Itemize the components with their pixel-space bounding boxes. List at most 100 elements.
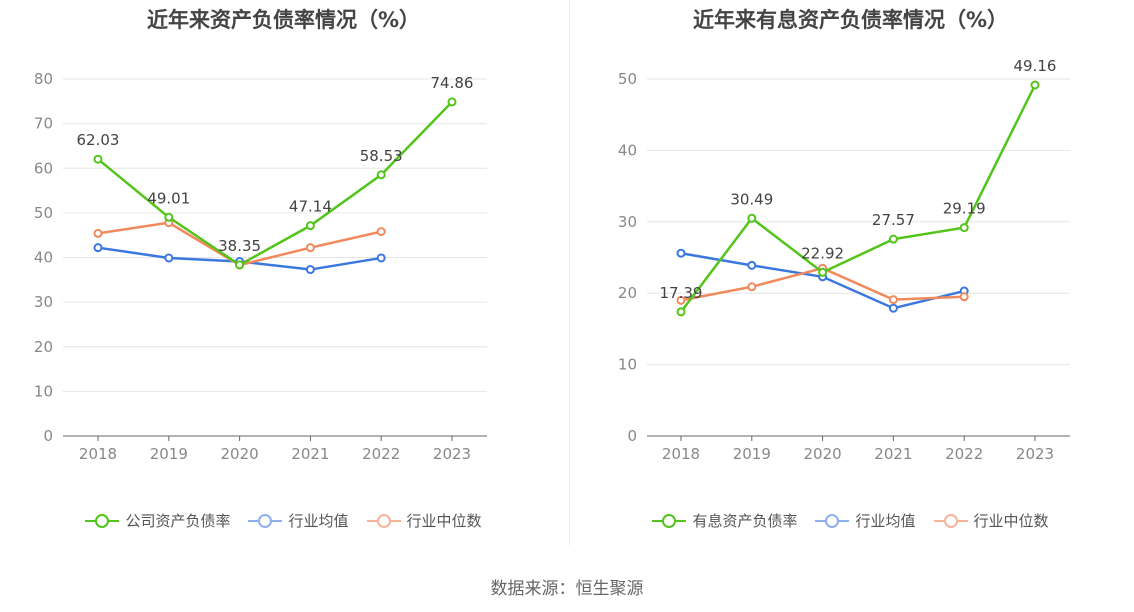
data-point — [959, 292, 969, 302]
data-label: 29.19 — [943, 200, 986, 218]
interest-debt-ratio-chart: 0 10 20 30 40 50 2018 2019 2020 2021 2022 2023 17.39… — [618, 57, 1070, 463]
data-point — [747, 213, 757, 223]
data-point — [93, 154, 103, 164]
data-point — [888, 303, 898, 313]
data-label: 22.92 — [801, 244, 844, 262]
data-label: 49.01 — [147, 189, 190, 207]
data-point — [447, 97, 457, 107]
data-point — [93, 243, 103, 253]
data-point — [888, 234, 898, 244]
x-tick-label: 2022 — [945, 445, 983, 463]
legend-item[interactable]: 有息资产负债率 — [652, 510, 797, 531]
data-point — [164, 253, 174, 263]
series-line — [97, 101, 453, 267]
data-label: 74.86 — [431, 74, 474, 92]
legend-item[interactable]: 行业均值 — [815, 510, 916, 531]
legend-marker — [943, 513, 958, 528]
y-tick-label: 60 — [34, 159, 53, 177]
data-point — [235, 260, 245, 270]
legend-item[interactable]: 公司资产负债率 — [85, 510, 230, 531]
y-tick-label: 10 — [34, 382, 53, 400]
legend-swatch — [815, 513, 850, 528]
data-point — [747, 282, 757, 292]
legend-swatch — [85, 513, 120, 528]
y-tick-label: 40 — [34, 249, 53, 267]
data-source: 数据来源：恒生聚源 — [490, 579, 644, 599]
legend-marker — [376, 513, 391, 528]
data-point — [888, 295, 898, 305]
data-label: 62.03 — [77, 131, 120, 149]
data-point — [305, 221, 315, 231]
data-point — [676, 307, 686, 317]
y-tick-label: 30 — [34, 293, 53, 311]
data-point — [305, 243, 315, 253]
y-tick-label: 80 — [34, 70, 53, 88]
x-tick-label: 2023 — [433, 445, 471, 463]
legend-label: 公司资产负债率 — [125, 512, 231, 530]
debt-ratio-chart: 0 10 20 30 40 50 60 70 80 2018 2019 2020 2021 2022 202… — [34, 70, 487, 463]
legend-label: 行业均值 — [288, 512, 349, 530]
data-point — [376, 170, 386, 180]
data-point — [376, 227, 386, 237]
data-point — [959, 223, 969, 233]
legend-item[interactable]: 行业中位数 — [366, 510, 482, 531]
interest-debt-ratio-chart-panel: 近年来有息资产负债率情况（%） 0 10 20 30 40 50 2018 2019 2020 2… — [567, 0, 1134, 550]
y-tick-label: 20 — [618, 284, 637, 302]
data-label: 49.16 — [1014, 57, 1057, 75]
legend-label: 有息资产负债率 — [692, 512, 798, 530]
legend-swatch — [933, 513, 968, 528]
y-tick-label: 70 — [34, 115, 53, 133]
data-point — [1030, 80, 1040, 90]
data-label: 30.49 — [730, 190, 773, 208]
chart-title: 近年来资产负债率情况（%） — [146, 8, 421, 32]
y-tick-label: 50 — [34, 204, 53, 222]
x-tick-label: 2021 — [874, 445, 912, 463]
data-label: 27.57 — [872, 211, 915, 229]
legend-label: 行业中位数 — [973, 512, 1049, 530]
data-point — [305, 265, 315, 275]
x-tick-label: 2021 — [291, 445, 329, 463]
chart-title: 近年来有息资产负债率情况（%） — [692, 8, 1009, 32]
debt-ratio-chart-panel: 近年来资产负债率情况（%） 0 10 20 30 40 50 60 70 80 2018 2019 2… — [0, 0, 567, 550]
data-point — [676, 248, 686, 258]
y-tick-label: 50 — [618, 70, 637, 88]
x-tick-label: 2019 — [150, 445, 188, 463]
data-point — [93, 228, 103, 238]
data-label: 38.35 — [218, 237, 261, 255]
legend-marker — [258, 513, 273, 528]
y-tick-label: 40 — [618, 141, 637, 159]
x-tick-label: 2019 — [733, 445, 771, 463]
data-point — [676, 295, 686, 305]
x-tick-label: 2022 — [362, 445, 400, 463]
data-point — [818, 267, 828, 277]
data-label: 58.53 — [360, 147, 403, 165]
y-tick-label: 10 — [618, 356, 637, 374]
panel-divider — [569, 0, 570, 545]
legend-item[interactable]: 行业中位数 — [933, 510, 1049, 531]
x-tick-label: 2018 — [79, 445, 117, 463]
data-point — [376, 253, 386, 263]
y-tick-label: 30 — [618, 213, 637, 231]
legend-label: 行业中位数 — [406, 512, 482, 530]
x-tick-label: 2023 — [1016, 445, 1054, 463]
data-point — [164, 212, 174, 222]
y-tick-label: 0 — [627, 427, 637, 445]
data-label: 47.14 — [289, 198, 332, 216]
y-tick-label: 20 — [34, 338, 53, 356]
legend: 有息资产负债率 行业均值 行业中位数 — [567, 510, 1134, 531]
legend-swatch — [366, 513, 401, 528]
legend-marker — [662, 513, 677, 528]
legend-marker — [95, 513, 110, 528]
series-line — [680, 84, 1037, 313]
x-tick-label: 2020 — [804, 445, 842, 463]
legend: 公司资产负债率 行业均值 行业中位数 — [0, 510, 567, 531]
legend-marker — [825, 513, 840, 528]
legend-label: 行业均值 — [855, 512, 916, 530]
y-tick-label: 0 — [43, 427, 53, 445]
data-point — [747, 260, 757, 270]
legend-swatch — [652, 513, 687, 528]
data-label: 17.39 — [660, 284, 703, 302]
legend-item[interactable]: 行业均值 — [248, 510, 349, 531]
x-tick-label: 2020 — [221, 445, 259, 463]
x-tick-label: 2018 — [662, 445, 700, 463]
